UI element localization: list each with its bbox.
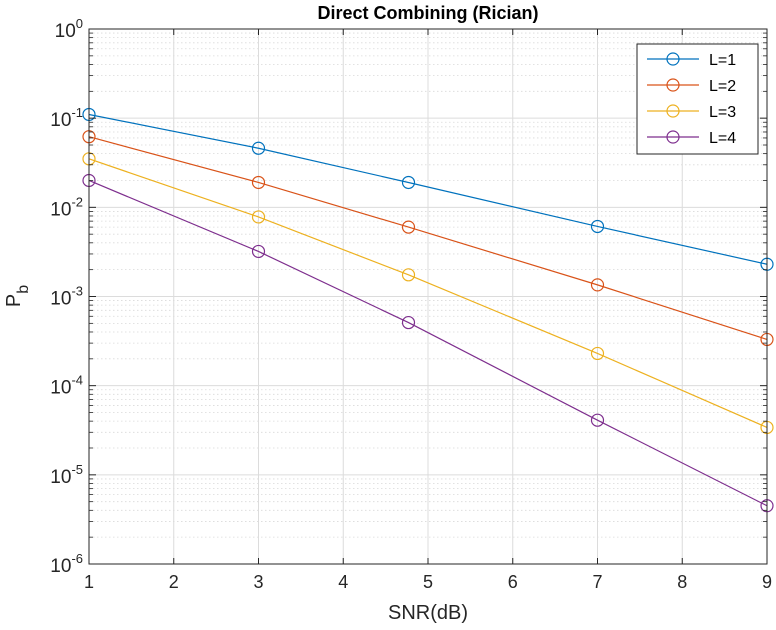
y-tick-label-exponent: -6 bbox=[71, 551, 83, 566]
x-tick-label: 8 bbox=[677, 572, 687, 592]
x-tick-label: 2 bbox=[169, 572, 179, 592]
legend-box bbox=[636, 43, 759, 155]
y-tick-label: 10-5 bbox=[50, 462, 83, 488]
y-axis-label: Pb bbox=[3, 285, 32, 307]
series-layer bbox=[82, 107, 774, 513]
legend-item: L=2 bbox=[647, 78, 736, 95]
series-line-L=3 bbox=[88, 158, 768, 428]
data-point-L=2 bbox=[401, 220, 416, 234]
data-point-L=2 bbox=[590, 278, 605, 292]
data-point-L=1 bbox=[401, 175, 416, 190]
legend-marker bbox=[666, 78, 680, 92]
data-point-L=3 bbox=[401, 268, 416, 282]
legend: L=1 L=2 L=3 L=4 bbox=[636, 43, 759, 155]
x-tick-label: 1 bbox=[84, 572, 94, 592]
y-tick-label: 10-1 bbox=[50, 105, 83, 131]
y-tick-label-base: 10 bbox=[50, 556, 71, 577]
y-axis-label-subscript: b bbox=[15, 285, 32, 294]
y-tick-label-base: 10 bbox=[55, 21, 76, 42]
y-tick-label: 10-3 bbox=[50, 284, 83, 310]
x-tick-label: 7 bbox=[592, 572, 602, 592]
y-tick-label-base: 10 bbox=[50, 467, 71, 488]
legend-marker bbox=[666, 52, 680, 66]
legend-item: L=3 bbox=[647, 104, 736, 121]
y-axis-label-main: P bbox=[3, 294, 25, 307]
legend-label: L=2 bbox=[709, 78, 736, 95]
x-axis-label: SNR(dB) bbox=[388, 602, 468, 624]
y-tick-label-exponent: -2 bbox=[71, 194, 83, 209]
data-point-L=1 bbox=[251, 141, 266, 155]
y-tick-label-base: 10 bbox=[50, 110, 71, 131]
legend-label: L=3 bbox=[709, 104, 736, 121]
y-tick-label-base: 10 bbox=[50, 289, 71, 310]
y-tick-label: 10-2 bbox=[50, 194, 83, 220]
data-point-L=4 bbox=[251, 244, 266, 259]
y-tick-label-base: 10 bbox=[50, 199, 71, 220]
legend-label: L=4 bbox=[709, 130, 736, 147]
x-tick-label: 4 bbox=[338, 572, 348, 592]
y-tick-label-exponent: 0 bbox=[76, 16, 83, 31]
y-tick-label: 10-6 bbox=[50, 551, 83, 577]
data-point-L=4 bbox=[401, 315, 416, 330]
y-tick-label-base: 10 bbox=[50, 378, 71, 399]
y-tick-label-exponent: -5 bbox=[71, 462, 83, 477]
legend-item: L=4 bbox=[647, 130, 736, 147]
data-point-L=2 bbox=[251, 175, 266, 190]
x-tick-label: 9 bbox=[762, 572, 772, 592]
y-tick-label-exponent: -3 bbox=[71, 284, 83, 299]
y-tick-label: 100 bbox=[55, 16, 83, 42]
y-tick-label-exponent: -4 bbox=[71, 373, 83, 388]
data-point-L=3 bbox=[251, 210, 266, 224]
x-axis: 1 2 3 4 5 6 7 8 9 bbox=[84, 29, 772, 592]
legend-item: L=1 bbox=[647, 52, 736, 69]
legend-label: L=1 bbox=[709, 52, 736, 69]
data-point-L=4 bbox=[590, 413, 605, 427]
x-tick-label: 5 bbox=[423, 572, 433, 592]
legend-marker bbox=[666, 130, 680, 144]
series-line-L=4 bbox=[88, 179, 768, 507]
chart-title: Direct Combining (Rician) bbox=[317, 3, 538, 23]
legend-marker bbox=[666, 104, 680, 118]
y-tick-label-exponent: -1 bbox=[71, 105, 83, 120]
series-line-L=1 bbox=[88, 113, 768, 265]
x-tick-label: 6 bbox=[508, 572, 518, 592]
y-tick-label: 10-4 bbox=[50, 373, 83, 399]
data-point-L=3 bbox=[590, 346, 605, 361]
data-point-L=1 bbox=[590, 219, 605, 234]
series-line-L=2 bbox=[88, 136, 768, 341]
x-tick-label: 3 bbox=[253, 572, 263, 592]
